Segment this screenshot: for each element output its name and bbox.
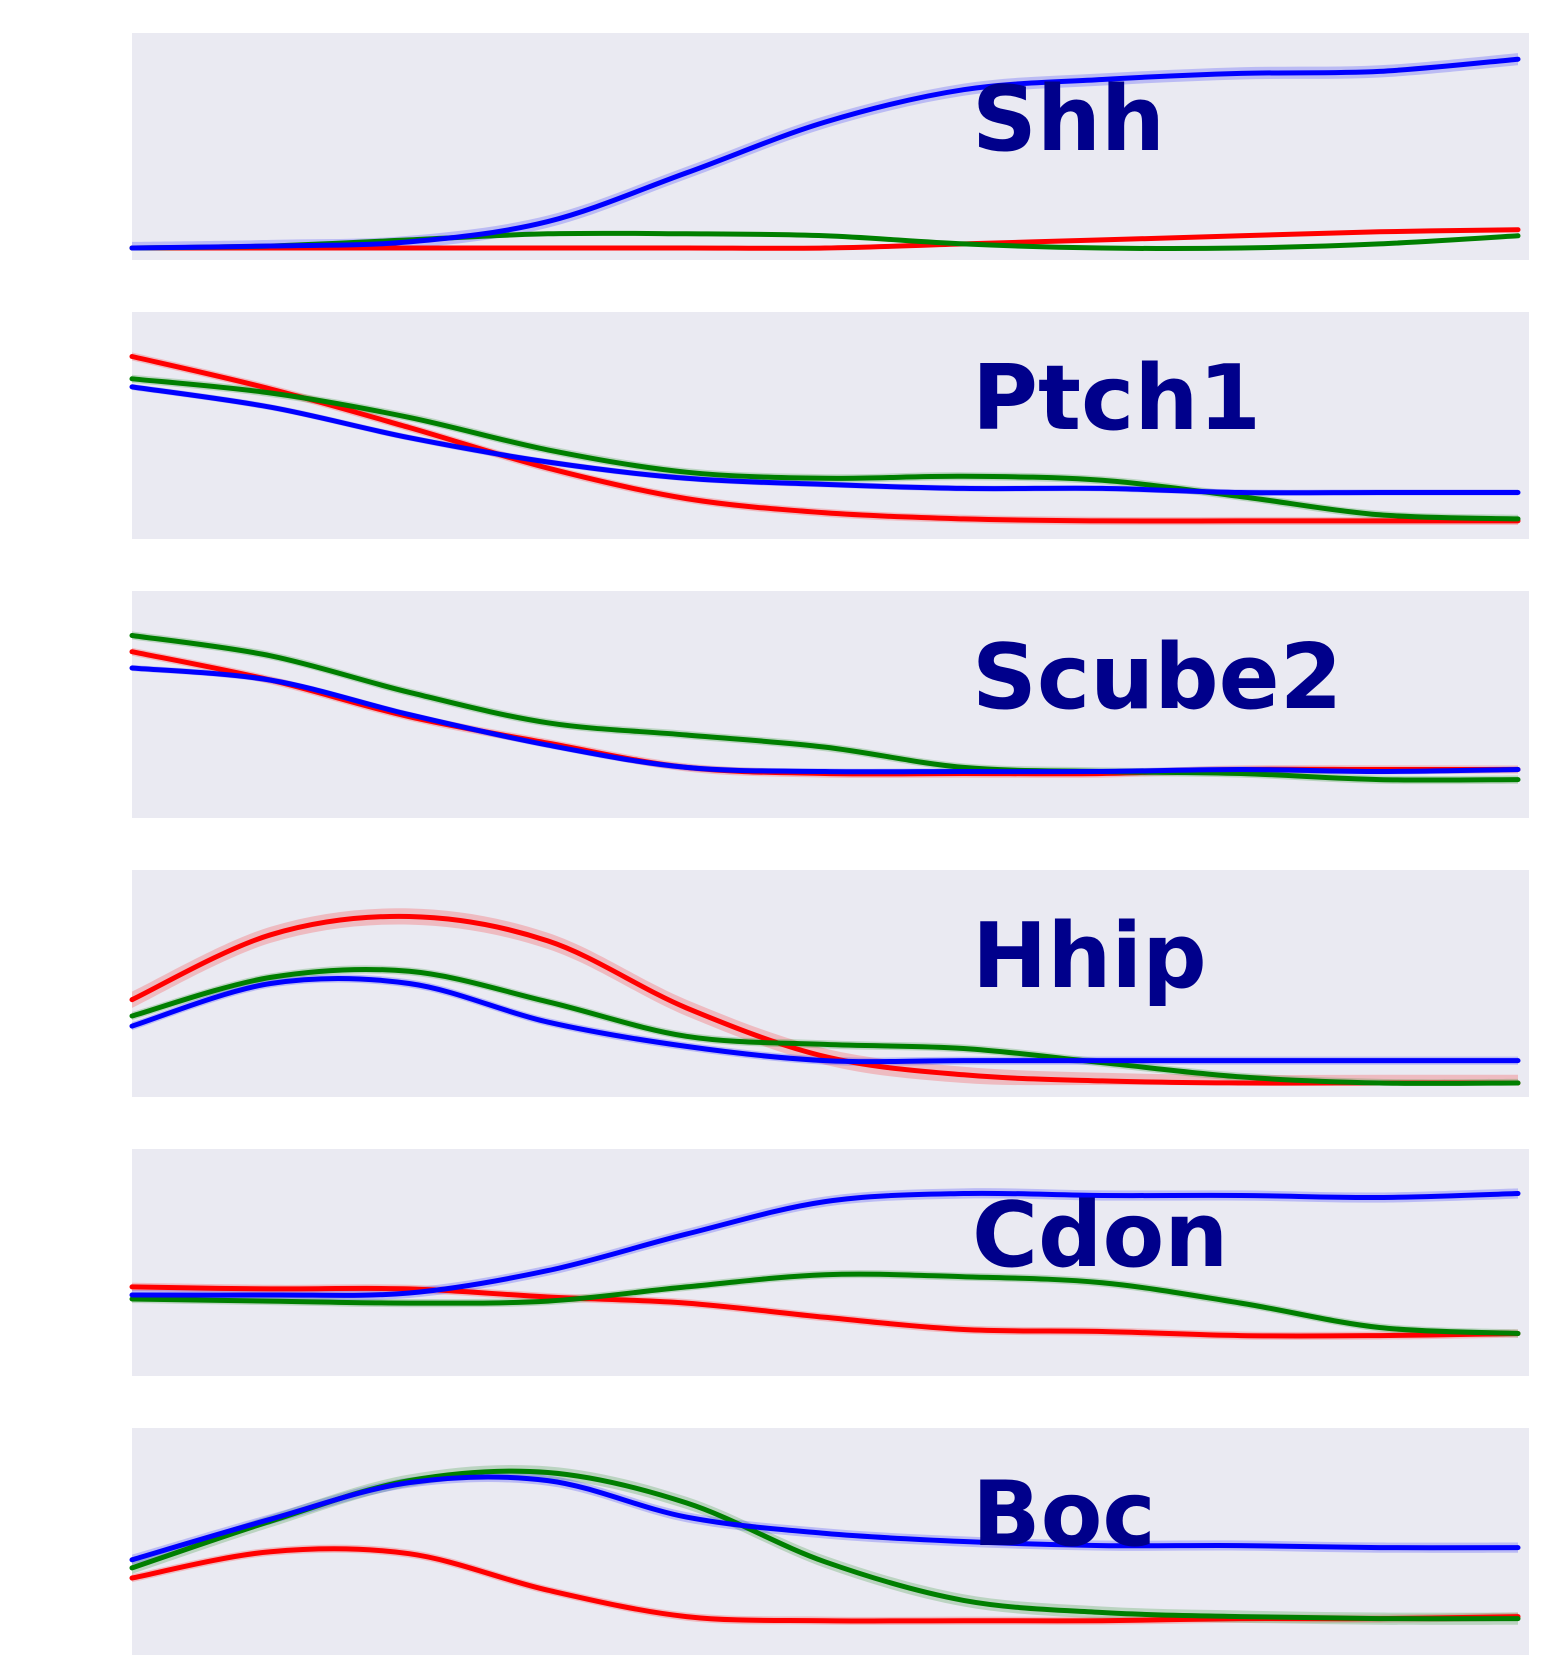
panel-title: Scube2 <box>972 625 1342 730</box>
panel-shh: Shh <box>129 33 1529 260</box>
panel-title: Cdon <box>972 1183 1228 1288</box>
series-line-red <box>129 354 1521 524</box>
series-line-red <box>129 913 1521 1086</box>
panel-scube2: Scube2 <box>129 591 1529 818</box>
panel-hhip: Hhip <box>129 870 1529 1097</box>
series-line-blue <box>129 665 1521 775</box>
series-line-blue <box>129 1190 1521 1298</box>
series-line-green <box>129 966 1521 1086</box>
series-line-blue <box>129 975 1521 1065</box>
series-line-green <box>129 1271 1521 1336</box>
series-line-blue <box>129 56 1521 251</box>
panel-ptch1: Ptch1 <box>129 312 1529 539</box>
series-line-green <box>129 376 1521 522</box>
panel-title: Boc <box>972 1462 1156 1567</box>
confidence-band-blue <box>132 1471 1518 1565</box>
series-line-red <box>129 227 1521 251</box>
panel-cdon: Cdon <box>129 1149 1529 1376</box>
series-line-red <box>129 1284 1521 1339</box>
confidence-band-red <box>132 908 1518 1086</box>
panel-boc: Boc <box>129 1428 1529 1655</box>
panel-title: Ptch1 <box>972 346 1261 451</box>
series-line-green <box>129 633 1521 783</box>
series-line-blue <box>129 384 1521 496</box>
series-line-blue <box>129 1474 1521 1563</box>
panel-title: Shh <box>972 67 1165 172</box>
panel-title: Hhip <box>972 904 1207 1009</box>
panel-background <box>132 1149 1529 1376</box>
